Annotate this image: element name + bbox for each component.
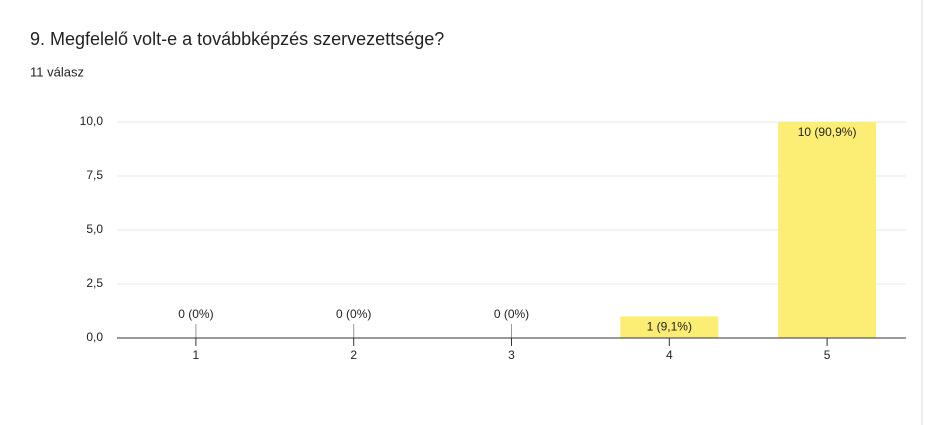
value-label: 0 (0%): [494, 307, 529, 321]
chart-subtitle: 11 válasz: [30, 64, 84, 79]
x-tick-label: 3: [508, 348, 515, 362]
y-tick-label: 2,5: [86, 276, 103, 290]
bar: [778, 122, 877, 338]
y-tick-label: 0,0: [86, 330, 103, 344]
x-tick-label: 4: [666, 348, 673, 362]
y-tick-label: 10,0: [80, 114, 104, 128]
x-tick-label: 1: [193, 348, 200, 362]
x-tick-label: 2: [350, 348, 357, 362]
chart-title: 9. Megfelelő volt-e a továbbképzés szerv…: [30, 29, 444, 49]
y-tick-label: 5,0: [86, 222, 103, 236]
y-tick-label: 7,5: [86, 168, 103, 182]
value-label: 0 (0%): [336, 307, 371, 321]
value-label: 1 (9,1%): [647, 320, 692, 334]
value-label: 0 (0%): [178, 307, 213, 321]
bar: [620, 316, 719, 338]
value-label: 10 (90,9%): [798, 125, 857, 139]
x-tick-label: 5: [824, 348, 831, 362]
